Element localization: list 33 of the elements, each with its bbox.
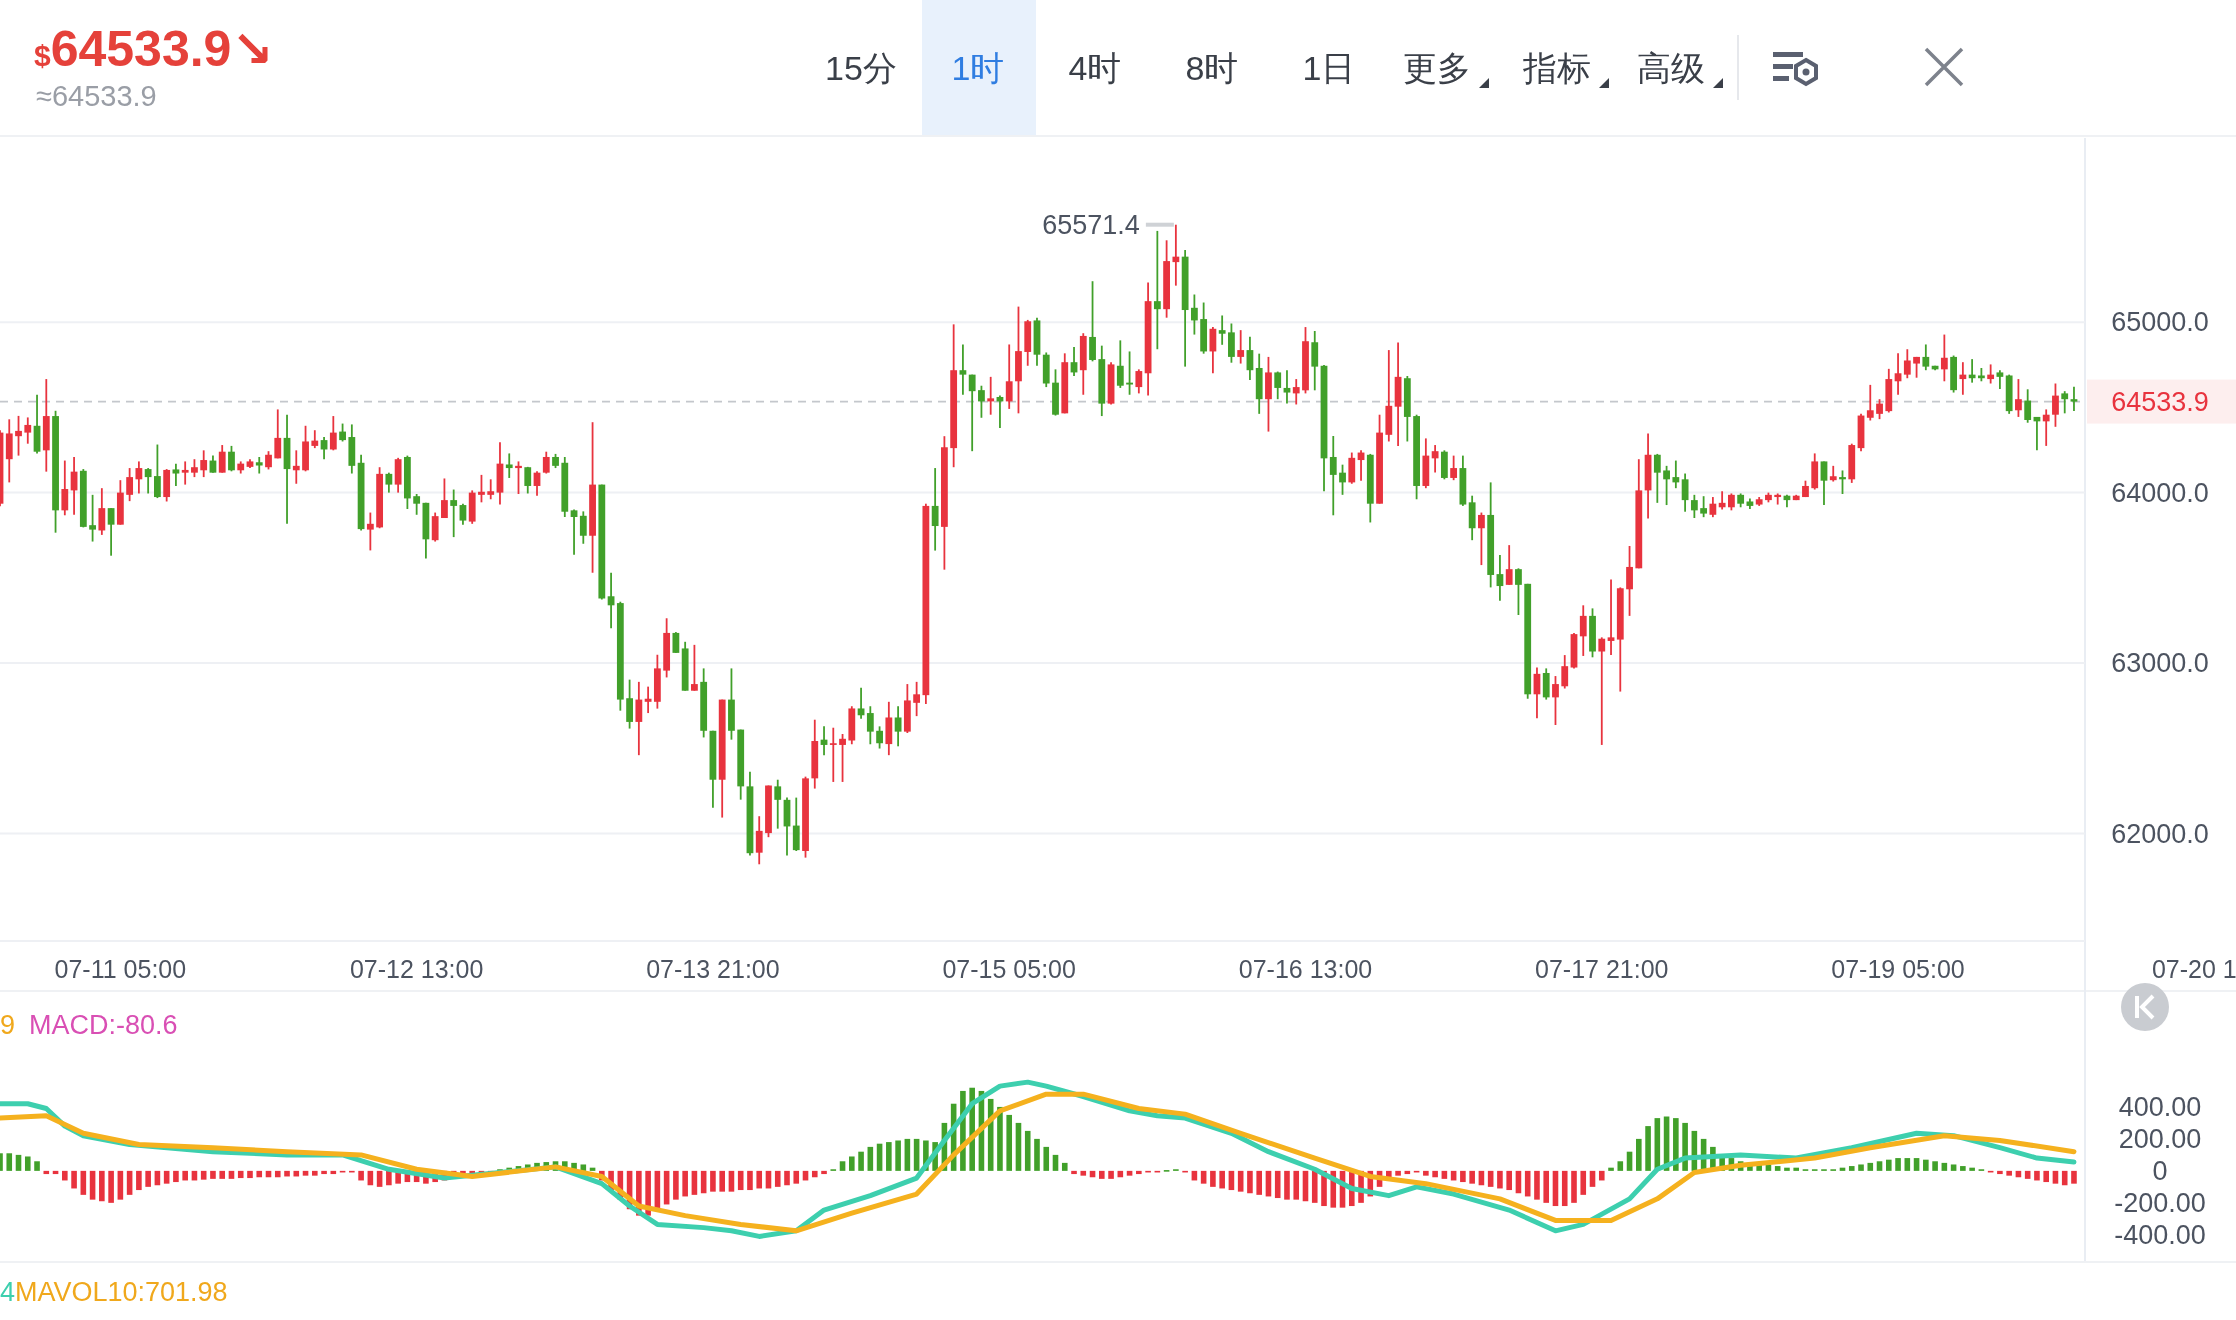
x-tick-label: 07-11 05:00: [54, 955, 187, 983]
x-tick-label: 07-12 13:00: [349, 955, 484, 983]
x-tick-label: 07-20 1: [2151, 955, 2236, 983]
y-tick-label: 64000.0: [2111, 477, 2209, 508]
x-tick-label: 07-15 05:00: [942, 955, 1076, 983]
y-tick-label: -400.00: [2114, 1219, 2206, 1250]
y-tick-label: 63000.0: [2111, 648, 2209, 679]
y-tick-label: 400.00: [2118, 1091, 2202, 1122]
x-tick-label: 07-19 05:00: [1831, 955, 1965, 983]
y-tick-label: 0: [2152, 1155, 2168, 1186]
text: 15分: [825, 49, 897, 87]
text: 指标: [1522, 49, 1591, 87]
text: 高级: [1637, 49, 1705, 87]
text: 更多: [1403, 49, 1471, 87]
y-tick-label: -200.00: [2114, 1187, 2206, 1218]
text: 4时: [1068, 49, 1122, 87]
annotation: MACD:-80.6: [29, 1010, 178, 1040]
y-tick-label: 65000.0: [2111, 307, 2209, 338]
text: 1日: [1302, 49, 1356, 87]
ref-line-label: 64533.9: [2111, 386, 2209, 417]
x-tick-label: 07-16 13:00: [1238, 955, 1373, 983]
chart-subtitle: ≈64533.9: [36, 80, 157, 112]
text: 1时: [951, 49, 1005, 87]
y-tick-label: 62000.0: [2111, 818, 2209, 849]
x-tick-label: 07-17 21:00: [1535, 955, 1669, 983]
annotation: 65571.4: [1042, 209, 1140, 240]
text: 4: [0, 1277, 16, 1307]
x-tick-label: 07-13 21:00: [646, 955, 780, 983]
chart-title: $64533.9↘: [34, 21, 274, 77]
y-tick-label: 200.00: [2118, 1123, 2202, 1154]
text: MAVOL10:701.98: [15, 1277, 228, 1307]
annotation: 9: [0, 1010, 16, 1040]
text: 8时: [1185, 49, 1239, 87]
